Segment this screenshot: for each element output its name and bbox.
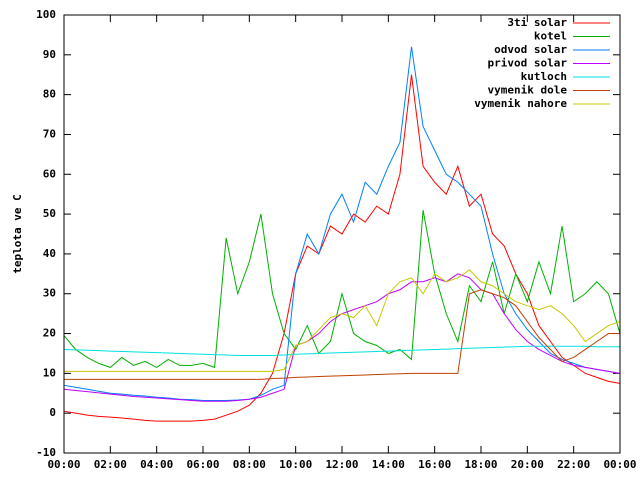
plot-border [63, 14, 621, 454]
x-tick-label: 02:00 [94, 458, 127, 471]
series-line [63, 210, 621, 369]
y-tick-label: 70 [43, 127, 56, 140]
legend-label: kutloch [521, 70, 567, 83]
x-tick-label: 08:00 [233, 458, 266, 471]
x-tick-label: 00:00 [47, 458, 80, 471]
y-tick-label: 10 [43, 366, 56, 379]
series-line [64, 269, 621, 372]
legend-label: kotel [534, 30, 567, 43]
series-line [64, 289, 620, 380]
legend-label: odvod solar [494, 43, 567, 56]
x-tick-label: 18:00 [464, 458, 497, 471]
y-tick-label: -10 [36, 446, 56, 459]
series-line [63, 345, 620, 356]
y-tick-label: 90 [43, 48, 56, 61]
x-tick-label: 04:00 [140, 458, 173, 471]
x-tick-label: 20:00 [511, 458, 544, 471]
legend-label: 3ti solar [507, 16, 567, 29]
legend-label: vymenik nahore [474, 97, 567, 110]
y-tick-label: 20 [43, 327, 56, 340]
series-line [63, 46, 621, 401]
y-tick-label: 40 [43, 247, 56, 260]
y-tick-label: 60 [43, 167, 56, 180]
x-tick-label: 00:00 [603, 458, 636, 471]
x-tick-label: 16:00 [418, 458, 451, 471]
x-tick-label: 12:00 [325, 458, 358, 471]
x-tick-label: 14:00 [372, 458, 405, 471]
y-tick-label: 50 [43, 207, 56, 220]
y-tick-label: 30 [43, 287, 56, 300]
series-line [63, 74, 621, 422]
x-tick-label: 06:00 [186, 458, 219, 471]
y-tick-label: 0 [49, 406, 56, 419]
y-axis-label: teplota ve C [11, 194, 24, 273]
legend-label: privod solar [488, 57, 568, 70]
x-tick-label: 10:00 [279, 458, 312, 471]
legend-label: vymenik dole [488, 84, 568, 97]
y-tick-label: 80 [43, 88, 56, 101]
x-tick-label: 22:00 [557, 458, 590, 471]
y-tick-label: 100 [36, 8, 56, 21]
